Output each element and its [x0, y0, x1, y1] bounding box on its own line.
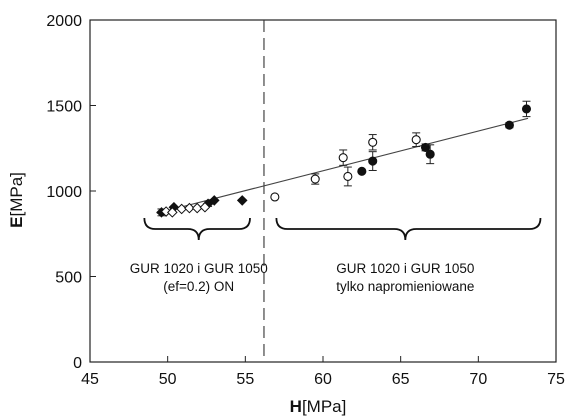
annotation-right-line1: GUR 1020 i GUR 1050: [336, 261, 474, 276]
filled-circle-point: [420, 142, 431, 152]
filled-circle-point: [504, 120, 514, 130]
brace-left: [143, 217, 251, 241]
open-diamond-point: [167, 207, 178, 218]
x-tick-label: 60: [314, 371, 332, 388]
x-axis-unit: [MPa]: [302, 397, 346, 416]
annotation-right-line2: tylko napromieniowane: [336, 279, 474, 294]
filled-circle-point: [368, 156, 378, 166]
annotation-left-line1: GUR 1020 i GUR 1050: [130, 261, 268, 276]
x-axis-symbol: H: [290, 397, 302, 416]
x-tick-label: 50: [159, 371, 177, 388]
x-tick-label: 45: [81, 371, 99, 388]
x-axis-label: H[MPa]: [290, 397, 347, 416]
open-circle-point: [310, 174, 320, 184]
y-tick-label: 0: [73, 355, 82, 372]
y-tick-label: 2000: [46, 13, 82, 30]
open-circle-point: [368, 137, 378, 147]
axes: 45 50 55 60 65 70 75 0 500 1000 1500 2000: [46, 13, 565, 388]
x-tick-label: 70: [469, 371, 487, 388]
y-tick-label: 1500: [46, 99, 82, 116]
open-circle-point: [411, 135, 421, 145]
y-tick-label: 1000: [46, 184, 82, 201]
filled-circle-point: [521, 104, 532, 114]
open-diamond-point: [184, 202, 195, 214]
open-diamond-point: [176, 203, 187, 215]
annotation-layer: GUR 1020 i GUR 1050 (ef=0.2) ON GUR 1020 i…: [130, 217, 542, 294]
open-diamond-point: [160, 206, 172, 217]
points-layer: [156, 100, 532, 218]
open-circle-point: [338, 153, 348, 163]
filled-circle-point: [357, 166, 367, 176]
brace-right: [275, 217, 542, 241]
filled-diamond-point: [236, 195, 248, 206]
open-circle-point: [343, 171, 353, 182]
y-axis-unit: [MPa]: [7, 172, 26, 216]
x-tick-label: 75: [547, 371, 565, 388]
y-axis-symbol: E: [7, 217, 26, 228]
x-tick-label: 55: [236, 371, 254, 388]
y-tick-label: 500: [55, 270, 82, 287]
filled-diamond-point: [208, 195, 220, 206]
filled-circle-point: [425, 149, 435, 159]
open-diamond-point: [191, 202, 203, 214]
y-axis-label: E[MPa]: [7, 172, 26, 228]
plot-frame: [89, 19, 557, 363]
x-tick-label: 65: [392, 371, 410, 388]
annotation-left-line2: (ef=0.2) ON: [163, 279, 234, 294]
open-circle-point: [270, 192, 280, 202]
open-diamond-point: [199, 201, 211, 213]
